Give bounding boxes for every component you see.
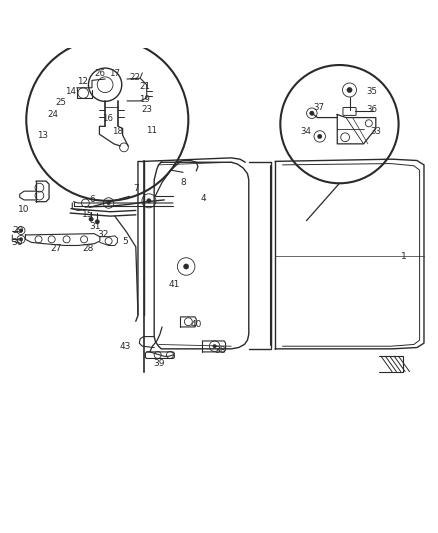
Text: 29: 29 <box>13 226 24 235</box>
Text: 36: 36 <box>367 105 378 114</box>
Circle shape <box>95 220 99 224</box>
Circle shape <box>147 199 151 203</box>
Text: 28: 28 <box>83 245 94 254</box>
Text: 30: 30 <box>11 238 22 247</box>
Text: 39: 39 <box>153 359 164 368</box>
Text: 15: 15 <box>82 211 93 219</box>
Text: 5: 5 <box>122 237 128 246</box>
Circle shape <box>19 229 23 232</box>
Text: 23: 23 <box>141 105 152 114</box>
Text: 34: 34 <box>300 127 311 136</box>
Circle shape <box>184 264 189 269</box>
Circle shape <box>310 111 314 115</box>
Text: 11: 11 <box>145 126 157 135</box>
Text: 33: 33 <box>370 127 381 136</box>
Text: 41: 41 <box>169 280 180 289</box>
Text: 10: 10 <box>18 205 30 214</box>
Text: 43: 43 <box>119 342 131 351</box>
Text: 37: 37 <box>313 103 325 112</box>
Text: 13: 13 <box>37 131 49 140</box>
Text: 27: 27 <box>50 245 62 254</box>
Text: 8: 8 <box>180 178 186 187</box>
Text: 26: 26 <box>94 69 106 78</box>
Text: 14: 14 <box>65 87 77 96</box>
Text: 25: 25 <box>56 98 67 107</box>
Text: 6: 6 <box>89 196 95 205</box>
Text: 31: 31 <box>90 222 101 231</box>
Text: 18: 18 <box>112 127 123 136</box>
Text: 16: 16 <box>102 114 113 123</box>
Circle shape <box>107 201 110 205</box>
Text: 22: 22 <box>129 73 141 82</box>
Text: 19: 19 <box>139 95 150 104</box>
Text: 24: 24 <box>47 110 58 118</box>
Text: 38: 38 <box>214 346 226 355</box>
Text: 21: 21 <box>139 82 150 91</box>
Text: 12: 12 <box>77 77 88 86</box>
Circle shape <box>213 344 216 348</box>
Circle shape <box>89 217 93 221</box>
Text: 17: 17 <box>109 69 120 78</box>
Text: 32: 32 <box>97 230 109 239</box>
Text: 40: 40 <box>191 320 202 329</box>
Text: 35: 35 <box>366 87 377 96</box>
Text: 4: 4 <box>201 194 206 203</box>
Circle shape <box>347 87 352 93</box>
Text: 1: 1 <box>401 252 407 261</box>
Circle shape <box>19 238 23 241</box>
Circle shape <box>318 134 322 139</box>
Text: 7: 7 <box>133 184 139 193</box>
